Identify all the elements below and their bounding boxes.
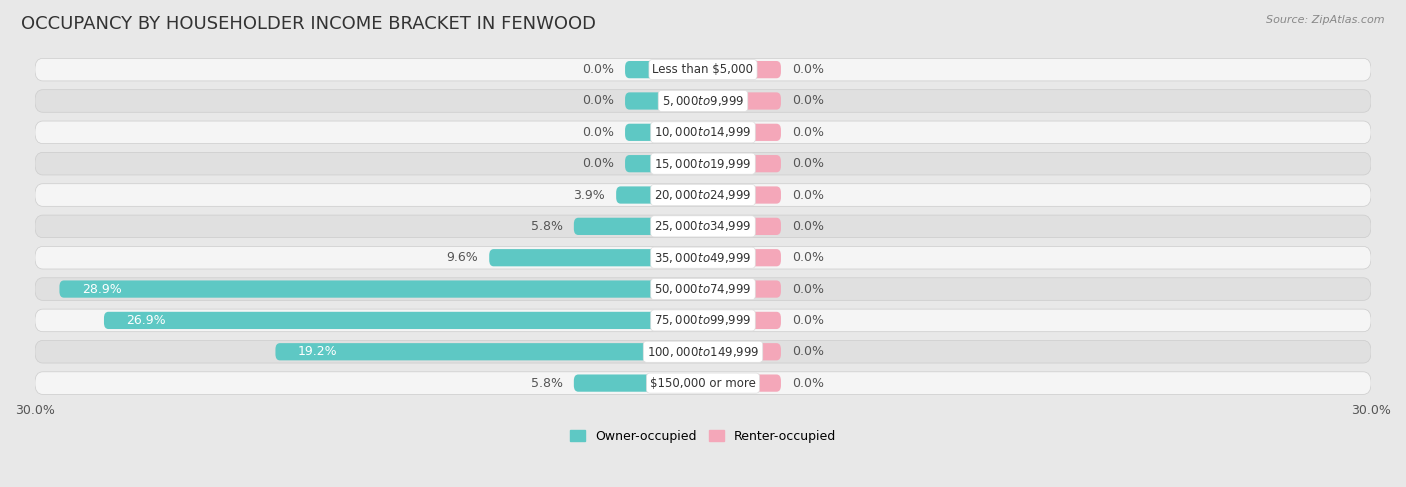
FancyBboxPatch shape [626,93,703,110]
Text: $50,000 to $74,999: $50,000 to $74,999 [654,282,752,296]
FancyBboxPatch shape [703,218,780,235]
Text: 26.9%: 26.9% [127,314,166,327]
FancyBboxPatch shape [626,124,703,141]
FancyBboxPatch shape [703,187,780,204]
Text: 28.9%: 28.9% [82,282,121,296]
FancyBboxPatch shape [703,93,780,110]
Text: $75,000 to $99,999: $75,000 to $99,999 [654,314,752,327]
Text: 0.0%: 0.0% [792,376,824,390]
Text: $15,000 to $19,999: $15,000 to $19,999 [654,157,752,170]
Text: 0.0%: 0.0% [792,94,824,108]
FancyBboxPatch shape [35,121,1371,144]
FancyBboxPatch shape [703,155,780,172]
FancyBboxPatch shape [703,124,780,141]
FancyBboxPatch shape [489,249,703,266]
Text: OCCUPANCY BY HOUSEHOLDER INCOME BRACKET IN FENWOOD: OCCUPANCY BY HOUSEHOLDER INCOME BRACKET … [21,15,596,33]
Text: 5.8%: 5.8% [530,376,562,390]
Text: 3.9%: 3.9% [574,188,605,202]
Text: 0.0%: 0.0% [792,345,824,358]
FancyBboxPatch shape [703,61,780,78]
Text: 0.0%: 0.0% [792,188,824,202]
Text: 0.0%: 0.0% [582,94,614,108]
FancyBboxPatch shape [35,184,1371,206]
FancyBboxPatch shape [703,249,780,266]
FancyBboxPatch shape [59,281,703,298]
Text: $35,000 to $49,999: $35,000 to $49,999 [654,251,752,265]
Text: 0.0%: 0.0% [792,314,824,327]
FancyBboxPatch shape [626,61,703,78]
Text: Less than $5,000: Less than $5,000 [652,63,754,76]
FancyBboxPatch shape [574,375,703,392]
FancyBboxPatch shape [35,246,1371,269]
Text: 0.0%: 0.0% [582,157,614,170]
Text: $5,000 to $9,999: $5,000 to $9,999 [662,94,744,108]
FancyBboxPatch shape [703,343,780,360]
Text: 5.8%: 5.8% [530,220,562,233]
FancyBboxPatch shape [703,281,780,298]
Text: 9.6%: 9.6% [446,251,478,264]
Text: $10,000 to $14,999: $10,000 to $14,999 [654,125,752,139]
Text: 0.0%: 0.0% [582,126,614,139]
Text: 0.0%: 0.0% [792,220,824,233]
FancyBboxPatch shape [35,309,1371,332]
FancyBboxPatch shape [703,375,780,392]
Text: 0.0%: 0.0% [792,157,824,170]
FancyBboxPatch shape [35,372,1371,394]
Text: $25,000 to $34,999: $25,000 to $34,999 [654,219,752,233]
Text: 0.0%: 0.0% [792,282,824,296]
FancyBboxPatch shape [35,340,1371,363]
FancyBboxPatch shape [276,343,703,360]
Text: $150,000 or more: $150,000 or more [650,376,756,390]
FancyBboxPatch shape [35,58,1371,81]
FancyBboxPatch shape [616,187,703,204]
FancyBboxPatch shape [574,218,703,235]
Text: 0.0%: 0.0% [792,63,824,76]
Text: Source: ZipAtlas.com: Source: ZipAtlas.com [1267,15,1385,25]
Text: $20,000 to $24,999: $20,000 to $24,999 [654,188,752,202]
FancyBboxPatch shape [35,152,1371,175]
Text: $100,000 to $149,999: $100,000 to $149,999 [647,345,759,359]
Text: 0.0%: 0.0% [792,126,824,139]
Text: 0.0%: 0.0% [582,63,614,76]
FancyBboxPatch shape [35,90,1371,112]
FancyBboxPatch shape [703,312,780,329]
Text: 19.2%: 19.2% [298,345,337,358]
FancyBboxPatch shape [35,278,1371,300]
FancyBboxPatch shape [104,312,703,329]
FancyBboxPatch shape [35,215,1371,238]
FancyBboxPatch shape [626,155,703,172]
Text: 0.0%: 0.0% [792,251,824,264]
Legend: Owner-occupied, Renter-occupied: Owner-occupied, Renter-occupied [565,425,841,448]
